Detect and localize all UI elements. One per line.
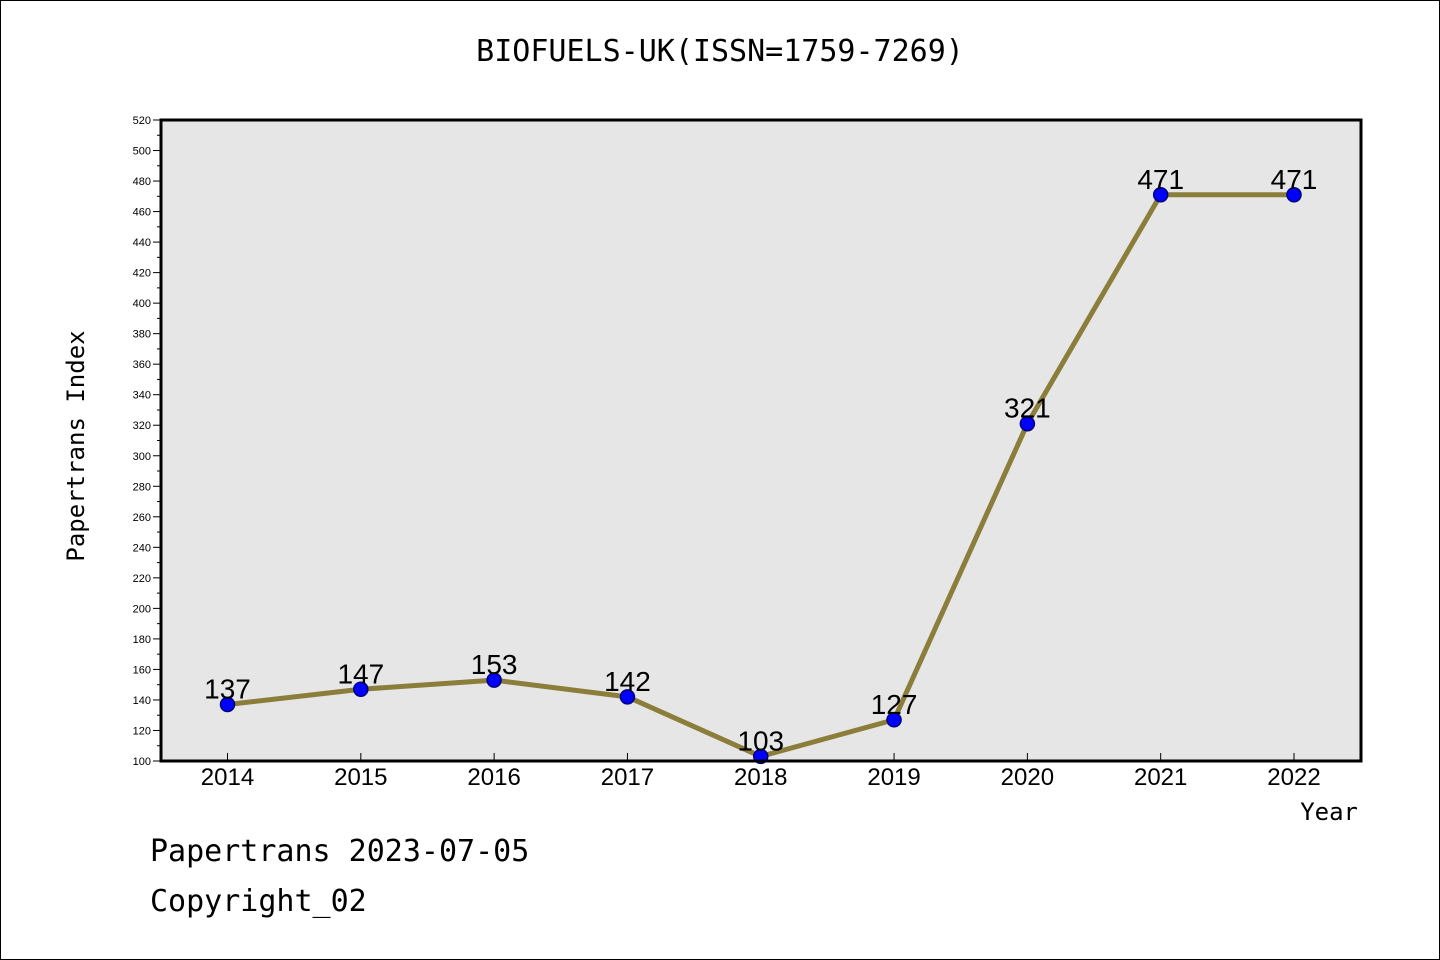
y-tick-label: 440 <box>133 237 151 249</box>
plot-border <box>159 118 1363 763</box>
y-tick-label: 300 <box>133 451 151 463</box>
x-tick-label: 2020 <box>1001 764 1054 791</box>
chart-title: BIOFUELS-UK(ISSN=1759-7269) <box>476 34 964 69</box>
x-tick-label: 2021 <box>1134 764 1187 791</box>
data-label: 103 <box>737 725 784 756</box>
data-label: 142 <box>604 666 651 697</box>
data-point <box>619 689 636 705</box>
x-tick-label: 2015 <box>334 764 387 791</box>
data-point <box>219 696 236 713</box>
y-tick-label: 360 <box>133 359 151 371</box>
y-tick-label: 260 <box>133 512 151 524</box>
x-tick-label: 2017 <box>601 764 654 791</box>
y-axis-title: Papertrans Index <box>62 330 90 561</box>
y-tick-label: 240 <box>133 542 151 554</box>
y-tick-label: 220 <box>133 573 151 585</box>
y-tick-label: 380 <box>133 329 151 341</box>
data-label: 153 <box>471 649 518 680</box>
data-label: 147 <box>337 658 384 689</box>
data-point <box>1286 187 1302 203</box>
y-tick-label: 200 <box>133 603 151 615</box>
data-point <box>353 681 369 698</box>
data-label: 471 <box>1137 164 1184 195</box>
y-tick-label: 500 <box>133 146 151 158</box>
series-markers <box>219 187 1302 765</box>
x-axis-title: Year <box>1300 798 1358 826</box>
y-tick-label: 180 <box>133 634 151 646</box>
x-tick-label: 2019 <box>867 764 920 791</box>
data-point <box>1152 187 1169 203</box>
y-tick-label: 140 <box>133 695 151 707</box>
y-axis-ticks: 100 120 140 160 180 200 220 240 260 280 300 320 340 3… <box>133 115 161 768</box>
y-tick-label: 420 <box>133 268 151 280</box>
data-label: 127 <box>871 689 918 720</box>
data-label: 471 <box>1271 164 1318 195</box>
x-tick-label: 2018 <box>734 764 787 791</box>
data-labels: 137 147 153 142 103 127 321 471 471 <box>204 164 1317 757</box>
x-tick-label: 2022 <box>1267 764 1320 791</box>
x-axis-ticks: 2014 2015 2016 2017 2018 2019 2020 2021 2022 <box>201 753 1321 791</box>
y-tick-label: 280 <box>133 481 151 493</box>
y-tick-label: 340 <box>133 390 151 402</box>
footer-date: Papertrans 2023-07-05 <box>150 834 530 869</box>
x-tick-label: 2014 <box>201 764 254 791</box>
y-tick-label: 100 <box>133 756 151 768</box>
y-tick-label: 400 <box>133 298 151 310</box>
y-tick-label: 480 <box>133 176 151 188</box>
y-tick-label: 320 <box>133 420 151 432</box>
data-label: 321 <box>1004 393 1051 424</box>
x-tick-label: 2016 <box>467 764 520 791</box>
data-point <box>486 672 502 688</box>
y-tick-label: 120 <box>133 725 151 737</box>
data-point <box>1019 415 1036 432</box>
footer-copyright: Copyright_02 <box>150 884 367 919</box>
data-label: 137 <box>204 674 251 705</box>
y-tick-label: 460 <box>133 207 151 219</box>
plot-area <box>161 120 1361 761</box>
y-tick-label: 520 <box>133 115 151 127</box>
data-point <box>886 712 902 728</box>
y-tick-label: 160 <box>133 664 151 676</box>
